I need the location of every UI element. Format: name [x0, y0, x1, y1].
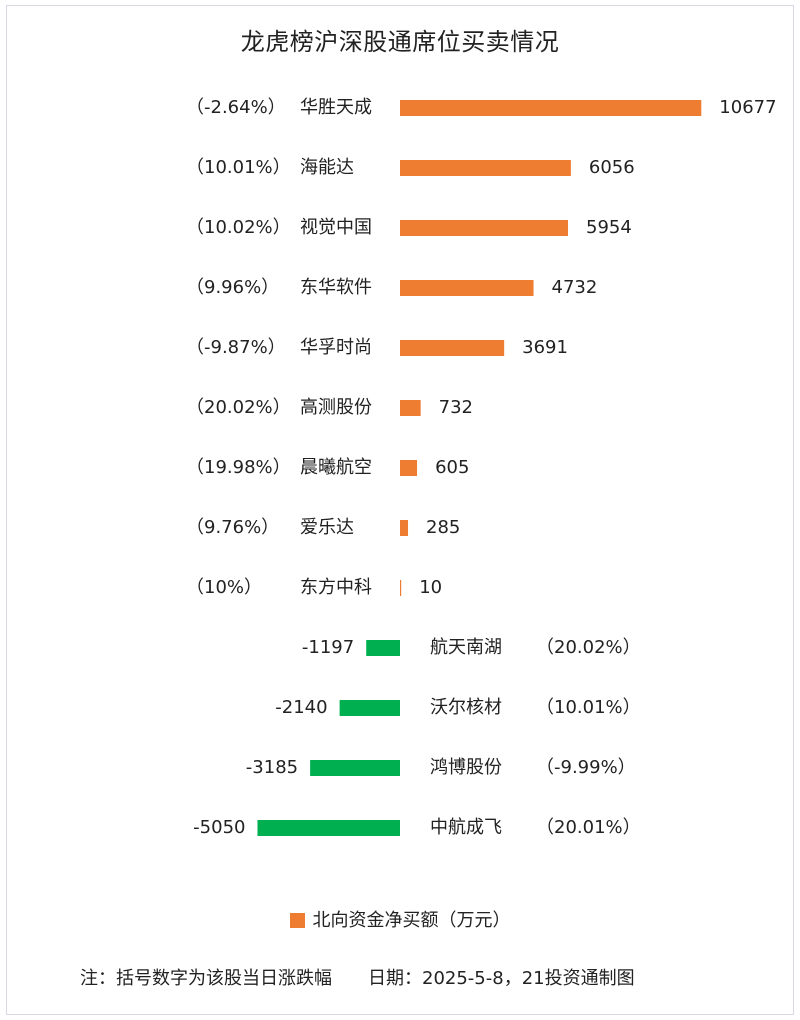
bar	[400, 520, 409, 536]
bar	[366, 640, 400, 656]
bar	[400, 100, 702, 116]
footer-note: 注：括号数字为该股当日涨跌幅	[80, 968, 332, 989]
category-label: 爱乐达	[300, 517, 354, 538]
footer-source: 日期：2025-5-8，21投资通制图	[368, 968, 635, 989]
change-annotation: （20.02%）	[536, 637, 641, 658]
value-label: -2140	[275, 697, 327, 718]
change-annotation: （-9.87%）	[186, 337, 286, 358]
legend-label: 北向资金净买额（万元）	[312, 910, 511, 931]
category-label: 海能达	[300, 157, 354, 178]
value-label: -1197	[302, 637, 354, 658]
bar	[400, 460, 418, 476]
value-label: 285	[426, 517, 460, 538]
category-label: 鸿博股份	[430, 757, 502, 778]
category-label: 华孚时尚	[300, 337, 372, 358]
change-annotation: （10.02%）	[186, 217, 291, 238]
category-label: 沃尔核材	[430, 697, 502, 718]
bar	[400, 580, 402, 596]
value-label: 3691	[522, 337, 568, 358]
bar	[400, 340, 505, 356]
category-label: 航天南湖	[430, 637, 502, 658]
bar	[339, 700, 400, 716]
value-label: 5954	[586, 217, 632, 238]
bar	[400, 160, 571, 176]
category-label: 东华软件	[300, 277, 372, 298]
category-label: 视觉中国	[300, 217, 372, 238]
legend: 北向资金净买额（万元）	[0, 906, 800, 932]
bar	[310, 760, 400, 776]
footer: 注：括号数字为该股当日涨跌幅 日期：2025-5-8，21投资通制图	[80, 964, 635, 990]
bar	[400, 220, 569, 236]
change-annotation: （-2.64%）	[186, 97, 286, 118]
value-label: 605	[435, 457, 469, 478]
change-annotation: （19.98%）	[186, 457, 291, 478]
change-annotation: （9.76%）	[186, 517, 279, 538]
category-label: 华胜天成	[300, 97, 372, 118]
bar	[400, 400, 421, 416]
category-label: 高测股份	[300, 397, 372, 418]
value-label: 10677	[719, 97, 776, 118]
bar	[257, 820, 400, 836]
bar-chart: 10677 华胜天成 （-2.64%） 6056 海能达 （10.01%） 5954 视觉中国…	[186, 97, 777, 838]
value-label: -3185	[246, 757, 298, 778]
change-annotation: （20.02%）	[186, 397, 291, 418]
change-annotation: （10%）	[186, 577, 262, 598]
legend-swatch	[289, 913, 305, 928]
change-annotation: （10.01%）	[536, 697, 641, 718]
value-label: -5050	[193, 817, 245, 838]
value-label: 10	[419, 577, 442, 598]
value-label: 6056	[589, 157, 635, 178]
change-annotation: （10.01%）	[186, 157, 291, 178]
change-annotation: （20.01%）	[536, 817, 641, 838]
category-label: 东方中科	[300, 577, 372, 598]
change-annotation: （-9.99%）	[536, 757, 636, 778]
category-label: 晨曦航空	[300, 457, 372, 478]
change-annotation: （9.96%）	[186, 277, 279, 298]
category-label: 中航成飞	[430, 817, 502, 838]
value-label: 732	[439, 397, 473, 418]
chart-title: 龙虎榜沪深股通席位买卖情况	[240, 28, 560, 56]
bar	[400, 280, 534, 296]
value-label: 4732	[552, 277, 598, 298]
